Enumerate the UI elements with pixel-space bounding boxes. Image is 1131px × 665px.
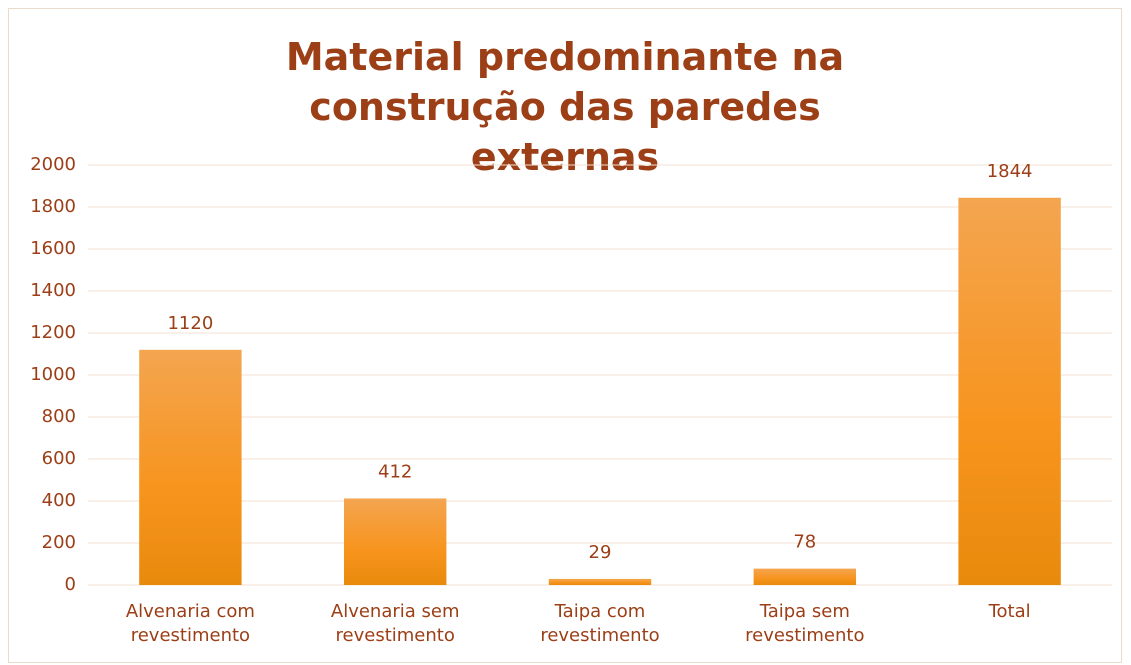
y-tick-label: 1200 (30, 322, 76, 343)
y-tick-label: 600 (42, 448, 76, 469)
bar (548, 578, 652, 585)
bar (753, 568, 856, 585)
chart-frame (8, 8, 1122, 663)
y-tick-label: 200 (42, 532, 76, 553)
y-tick-label: 1400 (30, 280, 76, 301)
x-tick-label: Alvenaria com revestimento (125, 601, 255, 646)
chart-title: Material predominante na construção das … (285, 35, 845, 179)
y-tick-label: 2000 (30, 154, 76, 175)
y-tick-label: 1600 (30, 238, 76, 259)
data-label: 29 (589, 542, 612, 563)
x-tick-label: Taipa sem revestimento (745, 601, 865, 646)
y-tick-label: 1000 (30, 364, 76, 385)
y-tick-label: 1800 (30, 196, 76, 217)
bar (344, 498, 447, 585)
y-tick-label: 0 (65, 574, 76, 595)
x-tick-label: Alvenaria sem revestimento (330, 601, 460, 646)
bar (139, 349, 242, 585)
y-tick-label: 400 (42, 490, 76, 511)
data-label: 1120 (167, 313, 213, 334)
x-tick-label: Total (988, 601, 1031, 622)
x-tick-label: Taipa com revestimento (540, 601, 660, 646)
bar (958, 197, 1061, 585)
data-label: 412 (378, 461, 412, 482)
y-tick-label: 800 (42, 406, 76, 427)
data-label: 78 (793, 532, 816, 553)
data-label: 1844 (987, 161, 1033, 182)
